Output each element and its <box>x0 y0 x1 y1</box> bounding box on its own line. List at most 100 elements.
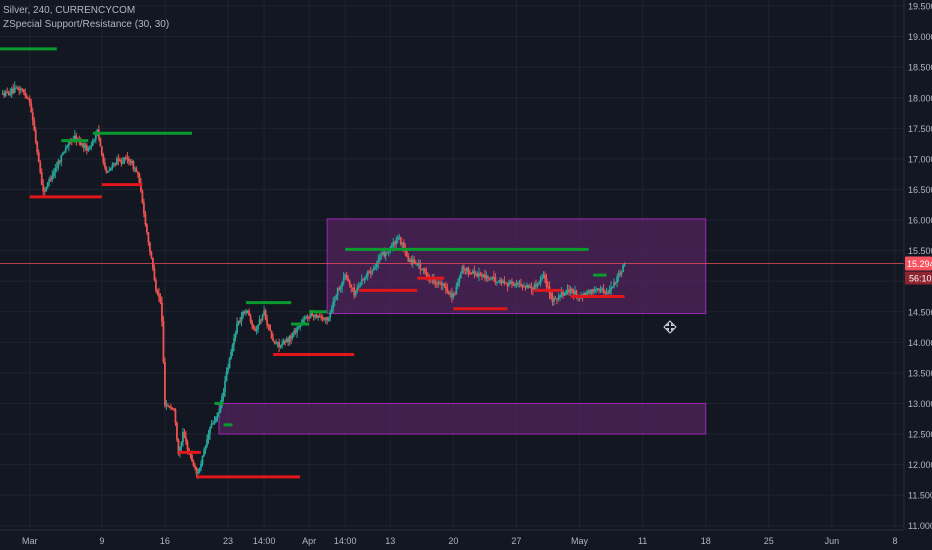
candle-body <box>447 292 450 294</box>
candle-body <box>273 341 276 344</box>
candle-body <box>117 158 120 161</box>
candle-body <box>171 407 174 409</box>
candle-body <box>296 327 299 333</box>
candle-body <box>213 421 216 424</box>
candle-body <box>323 318 326 320</box>
candle-body <box>49 178 52 180</box>
last-price-label: 15.294 <box>907 259 932 269</box>
candle-body <box>443 283 446 287</box>
candle-body <box>192 461 195 466</box>
candle-body <box>209 427 211 434</box>
candle-body <box>485 275 488 279</box>
time-tick-label: 13 <box>385 536 395 546</box>
candle-body <box>419 263 422 270</box>
time-axis[interactable]: Mar 9 16 23 14:00 Apr 14:00 13 20 27 May 11 18 25 Jun 8 <box>0 529 932 550</box>
candle-body <box>387 249 390 252</box>
candle-body <box>526 284 528 288</box>
candle-body <box>22 89 25 93</box>
time-tick-label: 20 <box>448 536 458 546</box>
candle-body <box>170 407 172 409</box>
candle-body <box>590 289 593 294</box>
candle-body <box>541 277 543 280</box>
candle-body <box>410 259 413 263</box>
candle-body <box>63 151 66 153</box>
candle-body <box>368 271 371 273</box>
price-tick-label: 11.000 <box>908 521 932 531</box>
candle-body <box>321 317 324 319</box>
candle-body <box>79 140 82 146</box>
candle-body <box>614 282 617 284</box>
candle-body <box>57 160 60 167</box>
candle-body <box>198 468 201 473</box>
candle-body <box>212 423 214 425</box>
candle-body <box>317 315 320 318</box>
candle-body <box>281 344 284 346</box>
candle-body <box>455 286 458 295</box>
candle-body <box>362 279 365 281</box>
candle-body <box>260 319 262 321</box>
time-tick-label: 16 <box>160 536 170 546</box>
candle-body <box>420 269 423 271</box>
candle-body <box>383 252 386 257</box>
candle-body <box>378 257 381 261</box>
time-tick-label: 14:00 <box>253 536 276 546</box>
candle-body <box>167 405 169 407</box>
candle-body <box>115 158 118 164</box>
candle-body <box>31 112 34 121</box>
candle-body <box>24 92 27 96</box>
price-axis[interactable]: 19.500 19.000 18.500 18.000 17.500 17.000 16.5… <box>903 0 932 550</box>
candle-body <box>493 277 495 279</box>
candle-body <box>487 275 489 279</box>
candle-body <box>155 280 157 291</box>
candle-body <box>574 290 576 295</box>
candle-body <box>219 404 222 412</box>
candle-body <box>153 268 156 281</box>
candle-body <box>230 351 232 359</box>
candle-body <box>521 285 524 287</box>
candle-body <box>210 423 213 428</box>
candle-body <box>608 289 611 294</box>
candle-body <box>124 157 127 159</box>
candle-body <box>215 416 217 422</box>
candle-body <box>350 284 353 288</box>
candle-body <box>34 130 37 142</box>
candle-body <box>126 157 129 159</box>
candle-body <box>413 259 416 264</box>
candle-body <box>553 297 555 302</box>
candle-body <box>251 321 253 326</box>
candle-body <box>509 281 512 283</box>
candle-body <box>560 292 563 296</box>
candle-body <box>500 280 503 284</box>
candle-body <box>459 273 462 278</box>
candle-body <box>542 274 545 278</box>
candle-body <box>456 282 459 287</box>
candle-body <box>332 301 335 309</box>
candle-body <box>46 182 49 187</box>
candle-body <box>111 165 114 168</box>
candle-body <box>464 268 467 271</box>
candle-body <box>496 281 498 283</box>
price-tick-label: 19.500 <box>908 2 932 12</box>
candle-body <box>40 172 43 185</box>
price-tick-label: 19.000 <box>908 32 932 42</box>
candle-body <box>81 143 84 146</box>
candle-body <box>503 280 506 283</box>
candle-body <box>136 172 139 174</box>
candle-body <box>258 319 261 325</box>
candle-body <box>7 91 10 95</box>
candle-body <box>173 408 175 410</box>
candle-body <box>61 152 64 155</box>
candle-body <box>330 308 333 313</box>
candle-body <box>536 283 539 287</box>
candle-body <box>524 286 527 288</box>
candle-body <box>64 147 67 152</box>
candle-body <box>471 271 474 274</box>
candle-body <box>30 103 33 113</box>
time-tick-label: Mar <box>22 536 38 546</box>
candle-body <box>386 251 389 253</box>
candle-body <box>517 282 519 285</box>
candle-body <box>458 277 461 283</box>
candle-body <box>82 143 85 148</box>
candle-body <box>261 314 264 320</box>
